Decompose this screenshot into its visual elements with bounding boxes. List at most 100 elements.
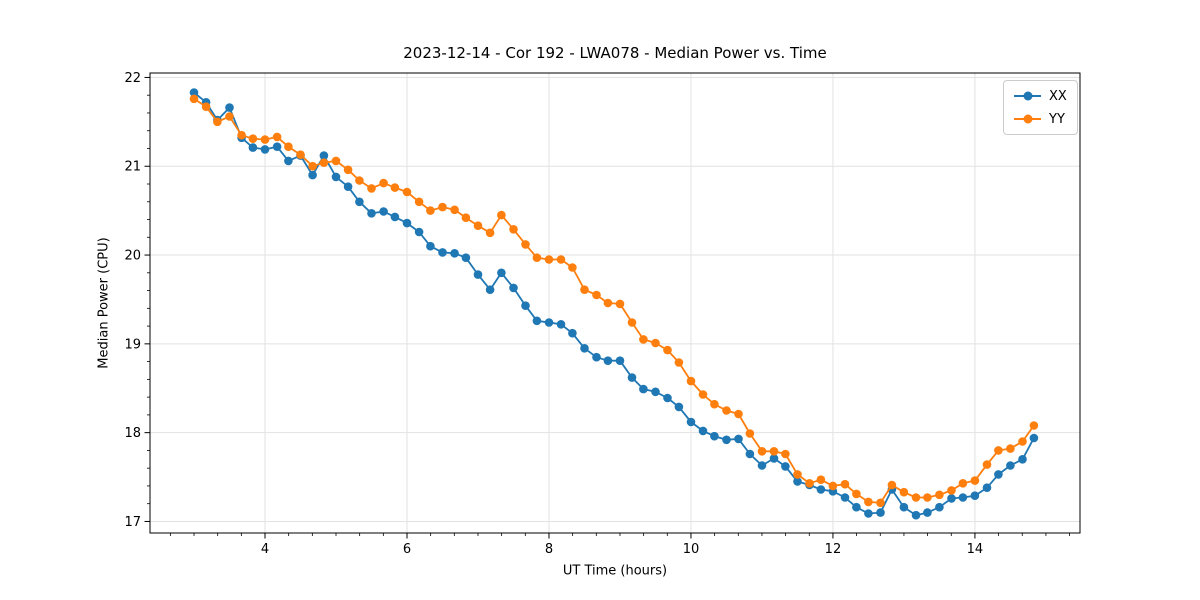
data-point-yy <box>864 497 873 507</box>
data-point-xx <box>923 508 932 517</box>
data-point-xx <box>627 373 637 382</box>
legend-item-yy: YY <box>1014 110 1067 128</box>
data-point-yy <box>663 345 672 355</box>
data-point-xx <box>426 241 435 251</box>
data-point-yy <box>556 255 566 264</box>
y-tick-label: 22 <box>124 71 141 86</box>
data-point-xx <box>674 402 684 412</box>
data-point-yy <box>379 178 388 188</box>
x-tick-label: 8 <box>545 542 553 557</box>
data-point-yy <box>627 318 637 327</box>
data-point-xx <box>1029 433 1039 443</box>
data-point-yy <box>674 358 684 367</box>
data-point-yy <box>272 132 282 142</box>
data-point-xx <box>343 182 353 191</box>
data-point-xx <box>402 218 412 228</box>
data-point-xx <box>698 426 708 436</box>
data-point-yy <box>757 447 767 456</box>
data-point-yy <box>450 205 459 215</box>
x-axis-label: UT Time (hours) <box>562 563 668 579</box>
data-point-yy <box>592 290 601 300</box>
x-tick-label: 6 <box>403 542 411 557</box>
data-point-yy <box>947 486 956 495</box>
data-point-yy <box>580 285 589 295</box>
data-point-xx <box>864 509 873 518</box>
data-point-xx <box>603 356 613 366</box>
data-point-xx <box>970 491 980 501</box>
data-point-xx <box>532 316 542 326</box>
data-point-yy <box>734 409 743 419</box>
data-point-yy <box>1029 421 1039 430</box>
data-point-xx <box>568 328 577 338</box>
data-point-yy <box>260 135 270 144</box>
data-point-xx <box>367 209 376 218</box>
data-point-xx <box>994 470 1003 479</box>
data-point-xx <box>438 248 447 257</box>
data-point-yy <box>284 142 293 151</box>
data-point-yy <box>805 479 814 488</box>
data-point-yy <box>390 183 400 192</box>
data-point-yy <box>568 263 577 272</box>
data-point-xx <box>189 88 199 97</box>
data-point-yy <box>296 150 305 159</box>
data-point-xx <box>947 494 956 503</box>
data-point-yy <box>793 470 802 479</box>
data-point-yy <box>201 102 211 111</box>
data-point-xx <box>958 493 968 502</box>
data-point-yy <box>603 298 613 308</box>
legend-item-xx: XX <box>1014 87 1067 105</box>
data-point-xx <box>461 253 471 262</box>
data-point-xx <box>876 508 885 517</box>
data-point-yy <box>485 228 495 238</box>
data-point-yy <box>414 197 424 207</box>
data-point-xx <box>473 270 483 279</box>
data-point-xx <box>663 393 672 403</box>
data-point-yy <box>710 399 719 409</box>
data-point-yy <box>970 476 980 485</box>
data-point-yy <box>402 187 412 197</box>
data-point-yy <box>982 460 992 469</box>
data-point-yy <box>876 498 885 508</box>
data-point-yy <box>994 446 1003 455</box>
data-point-xx <box>982 483 992 493</box>
x-tick-label: 4 <box>261 542 269 557</box>
data-point-yy <box>189 94 199 104</box>
x-tick-label: 12 <box>825 542 842 557</box>
data-point-yy <box>745 429 755 438</box>
data-point-yy <box>1018 437 1027 446</box>
data-point-yy <box>698 390 708 399</box>
data-point-yy <box>615 299 625 309</box>
y-tick-label: 20 <box>124 249 141 264</box>
y-axis-label: Median Power (CPU) <box>96 237 112 369</box>
legend-label-xx: XX <box>1049 88 1067 104</box>
legend: XX YY <box>1003 80 1078 135</box>
data-point-xx <box>308 170 317 180</box>
data-point-xx <box>769 454 779 463</box>
data-point-yy <box>426 206 435 215</box>
data-point-yy <box>828 481 838 491</box>
data-point-yy <box>722 406 731 415</box>
data-point-yy <box>958 479 968 488</box>
data-point-xx <box>544 318 554 327</box>
data-point-xx <box>509 283 518 293</box>
data-point-xx <box>272 142 282 151</box>
x-tick-label: 14 <box>967 542 984 557</box>
y-tick-label: 17 <box>124 515 141 530</box>
data-point-yy <box>840 479 850 489</box>
data-point-xx <box>734 434 743 444</box>
data-point-xx <box>639 384 648 394</box>
data-point-yy <box>248 134 258 143</box>
data-point-xx <box>497 268 506 278</box>
data-point-yy <box>343 165 353 175</box>
data-point-xx <box>225 103 234 112</box>
data-point-xx <box>1018 455 1027 464</box>
data-point-xx <box>745 449 755 459</box>
data-point-yy <box>887 480 897 490</box>
data-point-xx <box>1006 461 1015 470</box>
data-point-yy <box>1006 444 1015 453</box>
data-point-yy <box>781 449 790 459</box>
y-tick-label: 18 <box>124 426 141 441</box>
data-point-yy <box>544 255 554 264</box>
data-point-yy <box>497 210 506 220</box>
